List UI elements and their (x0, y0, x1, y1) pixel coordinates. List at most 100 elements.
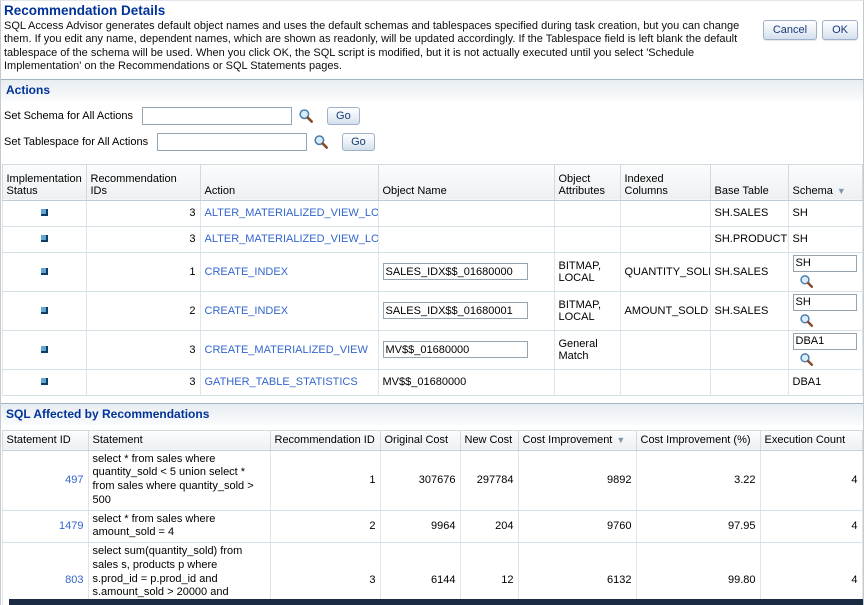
sql-section-title: SQL Affected by Recommendations (6, 406, 210, 421)
statement-id-cell: 1479 (1, 509, 89, 544)
col-header-action[interactable]: Action (199, 163, 379, 201)
cost-improvement-pct-cell: 97.95 (635, 509, 761, 544)
schema-input[interactable] (792, 332, 857, 350)
indexed-columns-cell (619, 329, 711, 370)
sort-descending-icon[interactable]: ▼ (616, 435, 626, 446)
object-attributes-cell (553, 199, 621, 227)
col-header-statement-id[interactable]: Statement ID (1, 429, 89, 451)
cost-improvement-pct-cell: 99.80 (635, 542, 761, 605)
col-header-original-cost[interactable]: Original Cost (379, 429, 461, 451)
action-link[interactable]: CREATE_MATERIALIZED_VIEW (204, 343, 368, 356)
statement-id-link[interactable]: 1479 (59, 520, 84, 533)
recommendation-ids-cell: 3 (85, 368, 201, 396)
col-header-cost-improvement-pct[interactable]: Cost Improvement (%) (635, 429, 761, 451)
recommendation-ids-cell: 1 (85, 251, 201, 292)
search-icon[interactable] (313, 134, 329, 150)
col-header-recommendation-ids[interactable]: Recommendation IDs (85, 163, 201, 201)
search-icon[interactable] (799, 352, 814, 367)
indexed-columns-cell: QUANTITY_SOLD (619, 251, 711, 292)
recommendation-ids-cell: 2 (85, 290, 201, 331)
col-header-base-table[interactable]: Base Table (709, 163, 789, 201)
original-cost-cell: 307676 (379, 449, 461, 511)
action-link[interactable]: ALTER_MATERIALIZED_VIEW_LOG (204, 233, 378, 246)
schema-cell (787, 329, 863, 370)
new-cost-cell: 204 (459, 509, 519, 544)
execution-count-cell: 4 (759, 542, 863, 605)
action-cell: CREATE_MATERIALIZED_VIEW (199, 329, 379, 370)
cancel-button[interactable]: Cancel (762, 20, 818, 40)
actions-table: Implementation Status Recommendation IDs… (1, 163, 863, 396)
col-header-execution-count[interactable]: Execution Count (759, 429, 863, 451)
set-tablespace-go-button[interactable]: Go (342, 132, 375, 151)
execution-count-cell: 4 (759, 509, 863, 544)
action-cell: ALTER_MATERIALIZED_VIEW_LOG (199, 225, 379, 253)
object-name-input[interactable] (382, 302, 528, 320)
sql-table-header-row: Statement ID Statement Recommendation ID… (1, 429, 863, 451)
object-name-cell: MV$$_01680000 (377, 368, 555, 396)
implemented-status-icon (40, 345, 48, 353)
page-description: SQL Access Advisor generates default obj… (4, 20, 740, 73)
object-attributes-cell: General Match (553, 329, 621, 370)
sort-descending-icon[interactable]: ▼ (836, 185, 846, 196)
action-link[interactable]: CREATE_INDEX (204, 304, 289, 317)
ok-button[interactable]: OK (822, 20, 858, 40)
recommendation-id-cell: 2 (269, 509, 381, 544)
implementation-status-cell (1, 199, 87, 227)
base-table-cell: SH.PRODUCTS (709, 225, 789, 253)
set-schema-input[interactable] (142, 106, 293, 125)
statement-id-link[interactable]: 803 (65, 573, 84, 586)
original-cost-cell: 6144 (379, 542, 461, 605)
col-header-implementation-status[interactable]: Implementation Status (1, 163, 87, 201)
col-header-recommendation-id[interactable]: Recommendation ID (269, 429, 381, 451)
action-link[interactable]: ALTER_MATERIALIZED_VIEW_LOG (204, 207, 378, 220)
indexed-columns-cell (619, 368, 711, 396)
search-icon[interactable] (298, 108, 314, 124)
original-cost-cell: 9964 (379, 509, 461, 544)
action-link[interactable]: GATHER_TABLE_STATISTICS (204, 376, 358, 389)
implementation-status-cell (1, 329, 87, 370)
statement-cell: select * from sales where quantity_sold … (87, 449, 271, 511)
object-name-cell (377, 251, 555, 292)
action-cell: CREATE_INDEX (199, 251, 379, 292)
col-header-statement[interactable]: Statement (87, 429, 271, 451)
statement-id-link[interactable]: 497 (65, 474, 84, 487)
set-tablespace-label: Set Tablespace for All Actions (4, 135, 149, 148)
table-row: 3 CREATE_MATERIALIZED_VIEW General Match (1, 329, 863, 370)
sql-section-header: SQL Affected by Recommendations (1, 402, 863, 425)
set-schema-label: Set Schema for All Actions (4, 109, 134, 122)
table-row: 3 ALTER_MATERIALIZED_VIEW_LOG SH.PRODUCT… (1, 225, 863, 253)
table-row: 1 CREATE_INDEX BITMAP, LOCAL QUANTITY_SO… (1, 251, 863, 292)
schema-cell: DBA1 (787, 368, 863, 396)
cost-improvement-cell: 9760 (517, 509, 637, 544)
col-header-new-cost[interactable]: New Cost (459, 429, 519, 451)
col-header-schema[interactable]: Schema ▼ (787, 163, 863, 201)
object-name-input[interactable] (382, 341, 528, 359)
execution-count-cell: 4 (759, 449, 863, 511)
search-icon[interactable] (799, 274, 814, 289)
object-attributes-cell (553, 225, 621, 253)
set-tablespace-input[interactable] (157, 132, 308, 151)
base-table-cell (709, 329, 789, 370)
col-header-cost-improvement[interactable]: Cost Improvement ▼ (517, 429, 637, 451)
base-table-cell (709, 368, 789, 396)
page-title: Recommendation Details (4, 3, 166, 18)
object-name-input[interactable] (382, 263, 528, 281)
implementation-status-cell (1, 225, 87, 253)
col-header-object-name[interactable]: Object Name (377, 163, 555, 201)
recommendation-ids-cell: 3 (85, 225, 201, 253)
col-header-indexed-columns[interactable]: Indexed Columns (619, 163, 711, 201)
indexed-columns-cell (619, 199, 711, 227)
action-link[interactable]: CREATE_INDEX (204, 265, 289, 278)
action-cell: CREATE_INDEX (199, 290, 379, 331)
schema-input[interactable] (792, 254, 857, 272)
col-header-object-attributes[interactable]: Object Attributes (553, 163, 621, 201)
implementation-status-cell (1, 251, 87, 292)
schema-input[interactable] (792, 293, 857, 311)
object-attributes-cell: BITMAP, LOCAL (553, 290, 621, 331)
table-row: 3 ALTER_MATERIALIZED_VIEW_LOG SH.SALES S… (1, 199, 863, 227)
actions-table-header-row: Implementation Status Recommendation IDs… (1, 163, 863, 201)
set-schema-go-button[interactable]: Go (327, 106, 360, 125)
section-spacer (1, 396, 863, 403)
search-icon[interactable] (799, 313, 814, 328)
